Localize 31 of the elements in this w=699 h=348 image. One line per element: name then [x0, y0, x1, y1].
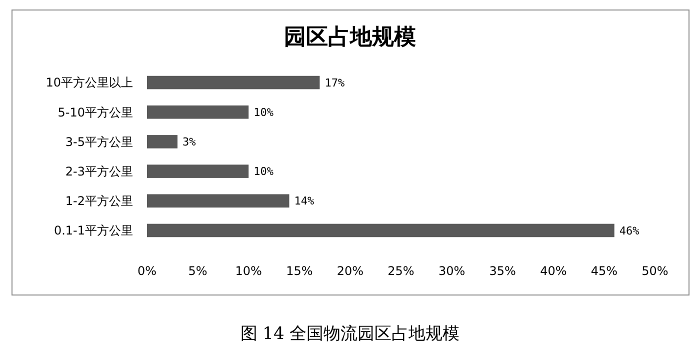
x-tick-label: 45%	[590, 264, 618, 278]
x-tick-label: 5%	[188, 264, 208, 278]
data-label: 10%	[254, 106, 274, 119]
x-tick-label: 15%	[286, 264, 313, 278]
y-tick-label: 2-3平方公里	[65, 164, 133, 178]
bar	[147, 76, 320, 90]
x-tick-label: 25%	[388, 264, 414, 278]
x-tick-label: 10%	[235, 264, 262, 278]
y-tick-label: 10平方公里以上	[46, 76, 133, 90]
bar	[147, 164, 249, 178]
caption: 图 14 全国物流园区占地规模	[240, 324, 460, 344]
data-label: 3%	[182, 136, 196, 149]
y-tick-label: 1-2平方公里	[65, 194, 133, 208]
x-tick-label: 50%	[642, 264, 668, 278]
bar	[147, 105, 249, 119]
data-label: 14%	[294, 194, 314, 208]
bar	[147, 194, 290, 208]
x-tick-label: 35%	[489, 264, 516, 278]
x-tick-label: 30%	[438, 264, 466, 278]
x-tick-label: 0%	[137, 264, 157, 278]
bar	[147, 135, 178, 148]
x-tick-label: 20%	[336, 264, 364, 278]
data-label: 10%	[254, 165, 274, 178]
data-label: 46%	[619, 224, 640, 238]
bar	[147, 224, 614, 238]
y-tick-label: 5-10平方公里	[58, 105, 133, 120]
chart-title: 园区占地规模	[284, 25, 416, 50]
y-tick-label: 0.1-1平方公里	[54, 224, 133, 238]
x-tick-label: 40%	[540, 264, 567, 278]
data-label: 17%	[324, 76, 345, 90]
y-tick-label: 3-5平方公里	[65, 134, 133, 149]
